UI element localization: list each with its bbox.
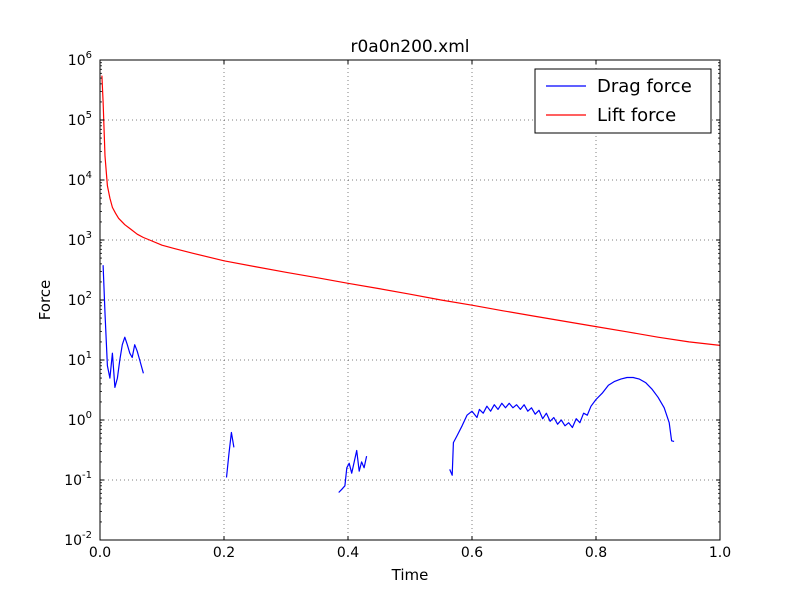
drag-force-line	[338, 449, 368, 493]
drag-force-line	[449, 376, 675, 476]
drag-force-line	[102, 265, 144, 388]
x-tick-label: 0.6	[461, 545, 483, 561]
y-tick-label: 105	[68, 110, 92, 129]
legend-label-drag: Drag force	[597, 76, 692, 97]
x-tick-label: 0.8	[585, 545, 607, 561]
x-tick-label: 1.0	[709, 545, 731, 561]
x-axis-label: Time	[391, 566, 429, 584]
y-tick-label: 101	[68, 350, 92, 369]
y-tick-label: 102	[68, 290, 92, 309]
legend: Drag force Lift force	[534, 68, 712, 134]
legend-label-lift: Lift force	[597, 105, 676, 126]
x-tick-label: 0.2	[213, 545, 235, 561]
x-tick-label: 0.4	[337, 545, 359, 561]
chart-title: r0a0n200.xml	[350, 37, 469, 57]
y-tick-labels: 10-2 10-1 100 101 102 103 104 105 106	[64, 50, 92, 549]
drag-force-line	[225, 431, 235, 478]
axis-ticks	[99, 59, 721, 541]
x-tick-labels: 0.0 0.2 0.4 0.6 0.8 1.0	[89, 545, 731, 561]
lift-force-line	[101, 75, 721, 346]
y-tick-label: 10-1	[64, 470, 92, 489]
x-tick-label: 0.0	[89, 545, 111, 561]
y-tick-label: 100	[68, 410, 92, 429]
y-tick-label: 104	[68, 170, 92, 189]
y-tick-label: 106	[68, 50, 92, 69]
series-layer	[101, 75, 721, 493]
y-axis-label: Force	[36, 280, 54, 321]
y-tick-label: 10-2	[64, 530, 92, 549]
legend-box	[534, 68, 712, 134]
y-tick-label: 103	[68, 230, 92, 249]
